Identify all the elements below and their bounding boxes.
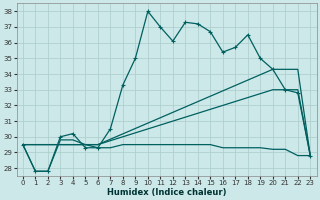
X-axis label: Humidex (Indice chaleur): Humidex (Indice chaleur) xyxy=(107,188,226,197)
